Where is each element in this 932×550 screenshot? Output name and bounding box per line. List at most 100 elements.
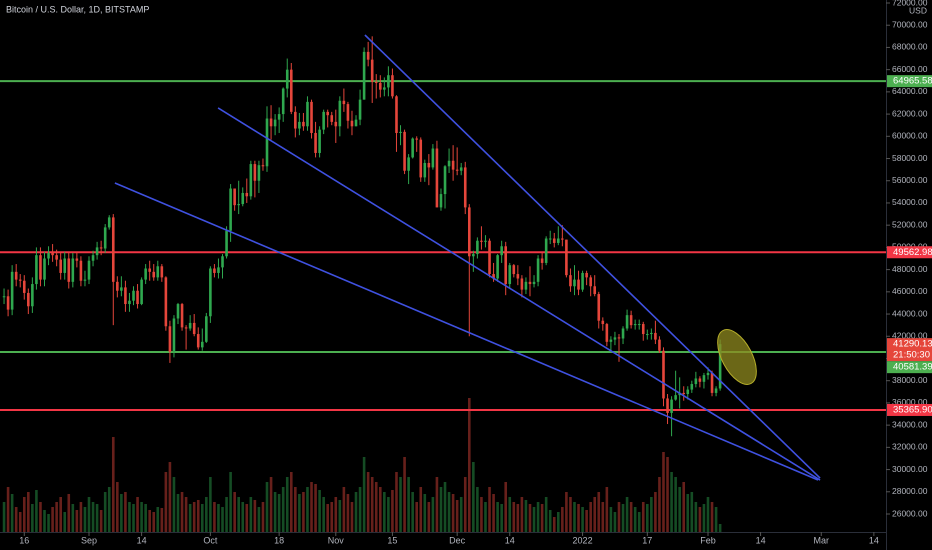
candle-body <box>374 81 378 83</box>
candle-body <box>362 51 366 100</box>
volume-bar <box>338 500 342 532</box>
volume-bar <box>383 492 386 532</box>
volume-bar <box>512 502 516 532</box>
volume-bar <box>508 497 512 532</box>
candle-body <box>87 260 91 280</box>
y-tick-label: 42000.00 <box>892 331 928 341</box>
candle-body <box>302 121 305 127</box>
volume-bar <box>403 457 406 532</box>
y-tick-label: 66000.00 <box>892 64 928 74</box>
level-label: 40581.39 <box>893 362 932 373</box>
candle-body <box>209 268 212 317</box>
y-tick-label: 62000.00 <box>892 108 928 118</box>
volume-bar <box>625 497 629 532</box>
candle-body <box>253 164 257 181</box>
volume-bar <box>47 514 50 532</box>
volume-bar <box>362 457 366 532</box>
trendline <box>364 34 821 479</box>
candle-body <box>536 258 540 282</box>
candle-body <box>111 217 115 282</box>
volume-bar <box>573 502 576 532</box>
candle-body <box>540 258 544 263</box>
volume-bar <box>435 477 439 532</box>
volume-bar <box>160 508 164 532</box>
level-tag <box>887 246 932 259</box>
x-tick-label: Sep <box>81 535 97 545</box>
candle-body <box>160 266 164 278</box>
candle-body <box>419 139 423 178</box>
volume-bar <box>342 487 346 532</box>
candle-body <box>391 75 394 97</box>
level-tag <box>887 361 932 374</box>
candle-body <box>39 255 42 280</box>
volume-bar <box>237 497 240 532</box>
candle-body <box>136 290 139 305</box>
volume-bar <box>463 477 467 532</box>
volume-bar <box>306 487 309 532</box>
candle-body <box>184 327 188 329</box>
volume-bar <box>415 502 419 532</box>
candle-body <box>378 82 382 90</box>
candle-body <box>451 160 455 170</box>
volume-bar <box>22 497 26 532</box>
y-tick-label: 30000.00 <box>892 464 928 474</box>
candle-body <box>265 118 269 167</box>
candle-body <box>621 328 625 339</box>
volume-bar <box>298 494 301 532</box>
candle-body <box>686 389 690 395</box>
candle-body <box>261 165 265 167</box>
candle-body <box>128 300 131 305</box>
volume-bar <box>589 502 592 532</box>
volume-bar <box>200 504 204 532</box>
candle-body <box>277 114 281 120</box>
y-tick-label: 44000.00 <box>892 308 928 318</box>
volume-bar <box>366 472 370 532</box>
candle-body <box>229 188 232 231</box>
candle-body <box>156 266 160 278</box>
volume-bar <box>528 504 532 532</box>
candle-body <box>342 100 346 105</box>
candle-body <box>91 255 95 261</box>
volume-bar <box>605 487 609 532</box>
y-tick-label: 60000.00 <box>892 131 928 141</box>
y-tick-label: 34000.00 <box>892 419 928 429</box>
volume-bar <box>180 492 184 532</box>
x-tick-label: 2022 <box>573 535 593 545</box>
volume-bar <box>666 457 669 532</box>
candle-body <box>702 375 706 382</box>
volume-bar <box>358 487 362 532</box>
volume-bar <box>132 504 135 532</box>
candle-body <box>51 252 54 256</box>
volume-bar <box>71 504 75 532</box>
volume-bar <box>540 504 544 532</box>
volume-bar <box>111 437 115 532</box>
y-tick-label: 68000.00 <box>892 42 928 52</box>
volume-bar <box>233 492 236 532</box>
x-tick-label: Nov <box>328 535 345 545</box>
volume-bar <box>334 497 338 532</box>
candle-body <box>508 265 512 285</box>
candle-body <box>132 290 135 301</box>
candle-body <box>601 320 605 325</box>
volume-bar <box>63 512 67 532</box>
volume-bar <box>217 504 220 532</box>
volume-bar <box>455 500 459 532</box>
candle-body <box>698 378 702 382</box>
candle-body <box>383 87 386 90</box>
candle-body <box>403 131 406 171</box>
last-price-tag <box>887 338 932 362</box>
candle-body <box>18 279 22 281</box>
volume-bar <box>467 398 471 532</box>
volume-bar <box>18 512 22 532</box>
volume-bar <box>609 507 613 532</box>
candle-body <box>637 324 641 326</box>
level-tag <box>887 75 932 88</box>
volume-bar <box>99 510 103 532</box>
volume-bar <box>253 500 257 532</box>
candle-body <box>690 384 694 390</box>
trendline <box>114 182 819 481</box>
candle-body <box>706 372 710 376</box>
x-tick-label: Oct <box>203 535 218 545</box>
volume-bar <box>678 487 681 532</box>
volume-bar <box>374 482 378 532</box>
